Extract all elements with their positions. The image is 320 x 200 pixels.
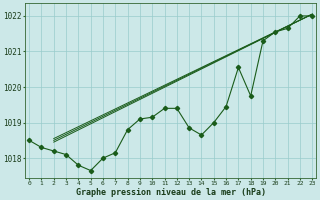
X-axis label: Graphe pression niveau de la mer (hPa): Graphe pression niveau de la mer (hPa) [76,188,266,197]
